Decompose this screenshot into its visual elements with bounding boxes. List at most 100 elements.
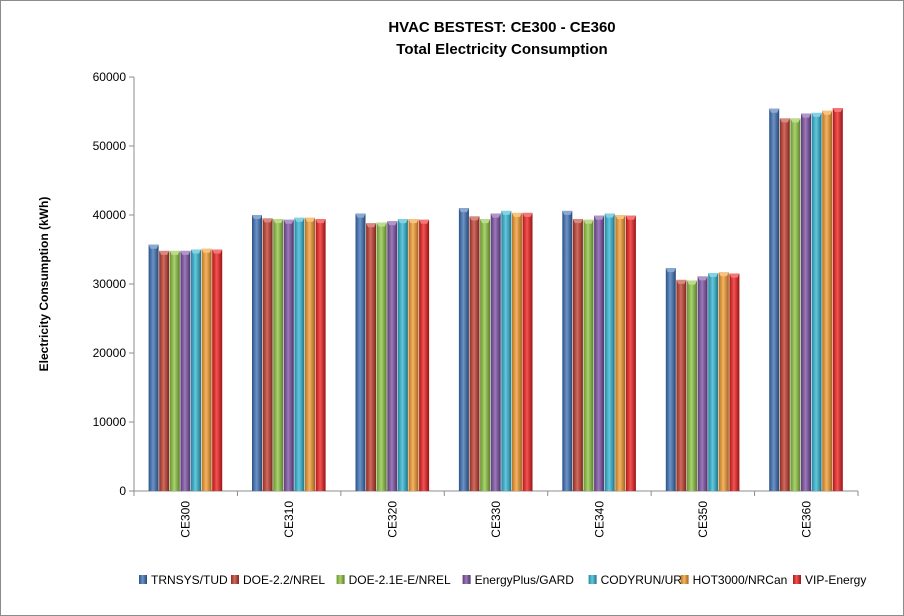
- bar-cap: [366, 223, 377, 228]
- bar-ce360-0: [769, 108, 780, 491]
- chart-title: HVAC BESTEST: CE300 - CE360: [388, 19, 615, 36]
- bar-cap: [283, 219, 294, 224]
- bar-ce310-2: [273, 219, 284, 491]
- bar-cap: [687, 280, 697, 285]
- bar-cap: [294, 217, 305, 222]
- bar-cap: [212, 249, 223, 254]
- bar-ce300-4: [191, 249, 201, 491]
- bar-ce320-3: [387, 221, 398, 491]
- legend-item: DOE-2.1E-E/NREL: [336, 573, 451, 587]
- legend-label: CODYRUN/UR: [601, 573, 683, 587]
- bar-cap: [801, 113, 811, 118]
- bar-ce310-5: [305, 217, 315, 492]
- bar-ce330-1: [469, 216, 480, 491]
- legend-item: VIP-Energy: [793, 573, 866, 587]
- bar-cap: [148, 244, 159, 249]
- bar-ce320-6: [419, 219, 430, 492]
- bar-ce310-4: [294, 217, 305, 492]
- bar-cap: [665, 268, 676, 273]
- bar-ce360-3: [801, 113, 811, 491]
- bar-ce330-6: [522, 212, 533, 491]
- x-tick-label: CE300: [179, 501, 193, 538]
- legend-label: EnergyPlus/GARD: [475, 573, 575, 587]
- bar-ce350-4: [708, 273, 719, 491]
- bar-cap: [480, 219, 491, 224]
- bar-ce340-4: [604, 213, 615, 491]
- legend-item: CODYRUN/UR: [588, 573, 683, 587]
- bar-ce360-1: [779, 118, 790, 492]
- bar-cap: [397, 219, 408, 224]
- bar-ce340-1: [572, 219, 583, 491]
- bar-ce350-6: [729, 273, 740, 491]
- bar-cap: [191, 249, 201, 254]
- bar-cap: [790, 118, 801, 123]
- bar-cap: [159, 250, 170, 255]
- bar-cap: [305, 217, 315, 222]
- bar-cap: [355, 213, 366, 218]
- legend-item: TRNSYS/TUD: [139, 573, 228, 587]
- x-tick-label: CE330: [489, 501, 503, 538]
- bar-ce360-4: [811, 112, 822, 492]
- bar-ce310-6: [315, 219, 326, 491]
- bar-cap: [315, 219, 326, 224]
- x-tick-label: CE310: [282, 501, 296, 538]
- bar-ce320-1: [366, 223, 377, 492]
- legend-swatch: [139, 575, 147, 584]
- bar-ce360-5: [822, 110, 833, 492]
- bar-ce320-0: [355, 213, 366, 491]
- bar-cap: [697, 276, 708, 281]
- x-tick-label: CE320: [386, 501, 400, 538]
- bar-cap: [572, 219, 583, 224]
- bar-ce340-0: [562, 210, 573, 491]
- bar-ce330-3: [490, 213, 501, 491]
- bar-cap: [708, 273, 719, 277]
- bar-cap: [625, 215, 636, 220]
- bar-cap: [387, 221, 398, 226]
- legend-swatch: [231, 575, 239, 584]
- bar-cap: [511, 212, 522, 217]
- bar-ce320-5: [408, 219, 419, 491]
- bar-ce300-0: [148, 244, 159, 491]
- bar-cap: [522, 212, 533, 217]
- bar-cap: [718, 272, 729, 277]
- bar-ce310-1: [262, 218, 273, 491]
- bar-ce350-2: [687, 280, 697, 491]
- bar-ce320-4: [397, 219, 408, 491]
- y-tick-label: 10000: [93, 415, 127, 429]
- bar-cap: [779, 118, 790, 123]
- y-tick-label: 50000: [93, 139, 127, 153]
- bar-cap: [408, 219, 419, 224]
- legend-label: TRNSYS/TUD: [151, 573, 228, 587]
- legend-label: HOT3000/NRCan: [693, 573, 788, 587]
- bar-ce340-2: [583, 219, 594, 492]
- legend-item: HOT3000/NRCan: [680, 573, 788, 587]
- bar-cap: [201, 248, 212, 253]
- bar-cap: [169, 250, 180, 255]
- bar-ce350-3: [697, 276, 708, 491]
- bar-ce310-3: [283, 219, 294, 492]
- chart-subtitle: Total Electricity Consumption: [396, 41, 607, 58]
- bar-ce350-5: [718, 272, 729, 491]
- bar-cap: [458, 208, 469, 213]
- bar-cap: [583, 219, 594, 224]
- legend-label: DOE-2.1E-E/NREL: [349, 573, 451, 587]
- y-tick-label: 60000: [93, 70, 127, 84]
- bar-cap: [832, 108, 843, 112]
- bar-ce300-6: [212, 249, 223, 491]
- bar-cap: [501, 210, 512, 215]
- bar-cap: [180, 250, 191, 255]
- bar-ce330-0: [458, 208, 469, 491]
- bar-ce300-3: [180, 250, 191, 491]
- bar-cap: [594, 215, 605, 220]
- legend-item: EnergyPlus/GARD: [462, 573, 575, 587]
- bar-ce320-2: [376, 222, 387, 491]
- bar-ce310-0: [252, 215, 262, 491]
- bar-ce350-1: [676, 279, 687, 491]
- x-tick-label: CE350: [696, 501, 710, 538]
- legend-swatch: [793, 575, 801, 584]
- bar-cap: [490, 213, 501, 218]
- bar-ce330-2: [480, 219, 491, 491]
- bar-ce300-5: [201, 248, 212, 491]
- bar-ce360-2: [790, 118, 801, 492]
- bar-cap: [822, 110, 833, 115]
